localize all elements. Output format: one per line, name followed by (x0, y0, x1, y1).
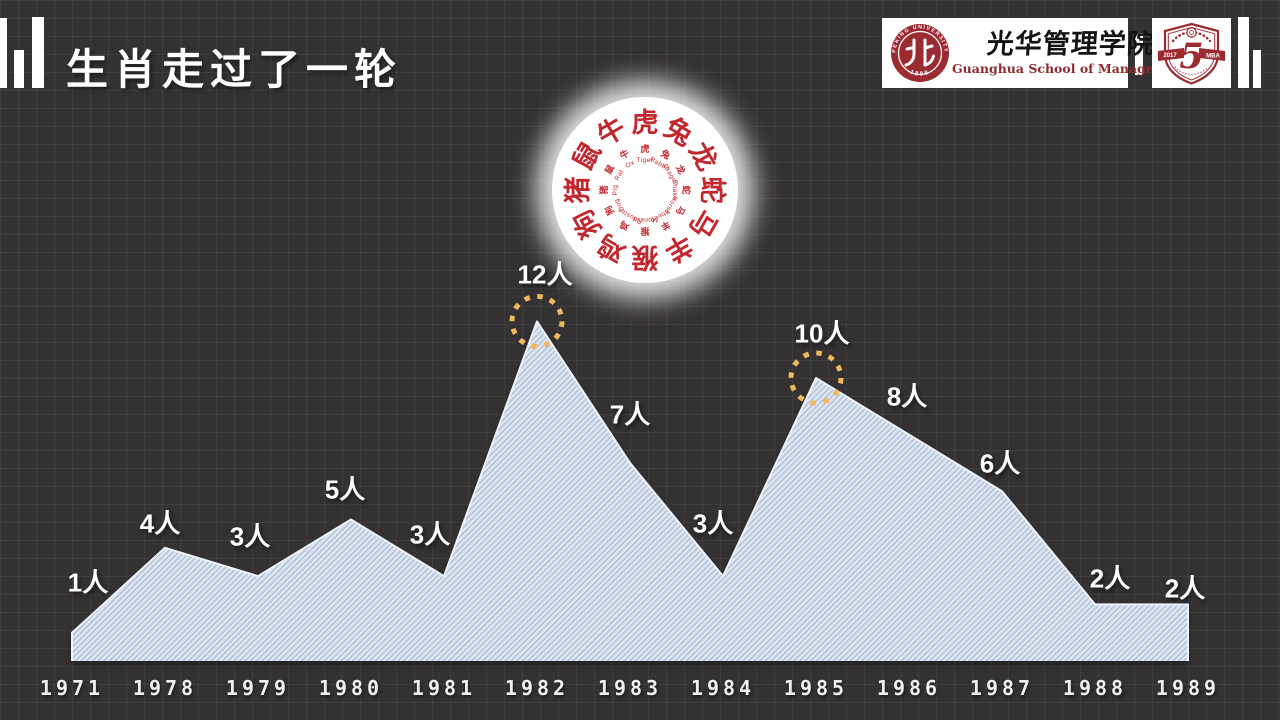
data-label-1986: 8人 (886, 381, 928, 412)
badge-top-seal-inner (1189, 30, 1194, 35)
svg-text:Monkey: Monkey (632, 216, 658, 223)
svg-text:猪: 猪 (563, 177, 594, 204)
svg-text:龙: 龙 (673, 162, 688, 176)
data-label-1987: 6人 (979, 448, 1021, 479)
logo-english-name: Guanghua School of Management (952, 60, 1190, 76)
axis-label-1985: 1985 (783, 676, 849, 700)
svg-text:蛇: 蛇 (696, 177, 728, 204)
svg-text:Tiger: Tiger (636, 157, 653, 164)
guanghua-logo-plaque: PEKING UNIVERSITY 1898 光华管理学院 Guanghua S… (882, 18, 1190, 88)
data-label-1989: 2人 (1164, 573, 1206, 604)
data-label-1988: 2人 (1089, 563, 1131, 594)
data-label-1978: 4人 (139, 508, 181, 539)
data-label-1982: 12人 (517, 259, 573, 290)
data-label-1984: 3人 (692, 508, 734, 539)
data-label-1979: 3人 (229, 521, 271, 552)
axis-label-1980: 1980 (318, 676, 384, 700)
data-label-1985: 10人 (794, 318, 850, 349)
badge-right-ribbon-text: MBA (1206, 54, 1220, 60)
svg-text:Pig: Pig (612, 185, 619, 196)
axis-label-1982: 1982 (504, 676, 570, 700)
svg-text:虎: 虎 (640, 143, 649, 154)
pku-emblem-strokes (904, 38, 935, 67)
badge-left-ribbon (1158, 48, 1184, 61)
data-label-1971: 1人 (67, 567, 109, 598)
svg-text:Ox: Ox (624, 159, 636, 170)
zodiac-pig-icon: 猪猪 Pig (563, 177, 619, 204)
svg-text:Rat: Rat (614, 168, 626, 182)
data-label-1981: 3人 (409, 519, 451, 550)
decor-bar-right-tall (1238, 17, 1249, 88)
axis-label-1984: 1984 (690, 676, 756, 700)
peking-university-seal-icon: PEKING UNIVERSITY 1898 (891, 24, 949, 82)
decor-bar-mid-right (1135, 33, 1143, 75)
axis-label-1987: 1987 (969, 676, 1035, 700)
decor-bar-left-tall (32, 17, 44, 88)
svg-text:蛇: 蛇 (681, 185, 692, 194)
highlight-ring-1982 (509, 293, 565, 349)
mba-anniversary-badge: 5 2017 MBA (1152, 18, 1231, 88)
badge-left-ribbon-text: 2017 (1163, 53, 1177, 59)
svg-text:虎: 虎 (632, 108, 659, 139)
seal-year-text: 1898 (909, 69, 929, 77)
svg-text:猴: 猴 (631, 241, 659, 272)
zodiac-monkey-icon: 猴猴 Monkey (631, 216, 659, 272)
logo-text-block: 光华管理学院 Guanghua School of Management (952, 29, 1194, 76)
axis-label-1989: 1989 (1155, 676, 1221, 700)
decor-bar-right-short (1253, 50, 1261, 88)
badge-bottom-arc-text (1174, 66, 1209, 76)
highlight-ring-1985 (788, 350, 844, 406)
axis-label-1971: 1971 (39, 676, 105, 700)
axis-label-1986: 1986 (876, 676, 942, 700)
data-label-1980: 5人 (324, 474, 366, 504)
svg-text:猪: 猪 (598, 185, 609, 195)
badge-right-ribbon (1199, 48, 1225, 61)
axis-label-1978: 1978 (132, 676, 198, 700)
zodiac-tiger-icon: 虎虎 Tiger (632, 108, 659, 164)
svg-text:马: 马 (674, 204, 687, 217)
svg-text:1898: 1898 (909, 69, 931, 77)
axis-label-1988: 1988 (1062, 676, 1128, 700)
page-title: 生肖走过了一轮 (66, 46, 403, 93)
svg-text:兔: 兔 (658, 147, 672, 162)
area-series-edge (71, 320, 1189, 661)
area-series-shape (72, 321, 1188, 661)
svg-text:Snake: Snake (671, 180, 678, 201)
zodiac-wheel-glow (552, 97, 738, 283)
badge-top-seal-icon (1186, 27, 1197, 38)
data-label-1983: 7人 (609, 399, 651, 430)
decor-bar-left-short (14, 50, 24, 88)
decor-bar-left-edge (0, 18, 7, 88)
axis-label-1983: 1983 (597, 676, 663, 700)
axis-label-1979: 1979 (225, 676, 291, 700)
svg-text:鸡: 鸡 (618, 219, 632, 234)
svg-text:猴: 猴 (640, 226, 650, 237)
axis-label-1981: 1981 (411, 676, 477, 700)
